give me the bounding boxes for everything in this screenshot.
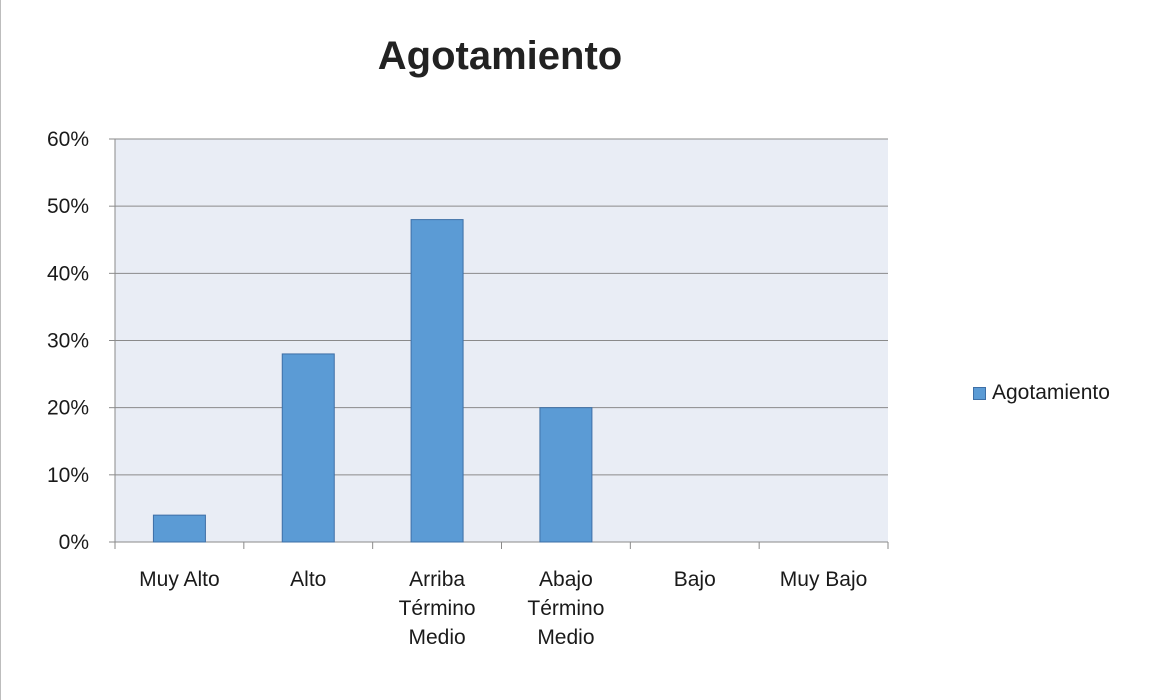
y-tick-label: 30% <box>47 330 89 353</box>
bar <box>539 407 593 543</box>
bar <box>152 514 206 543</box>
y-tick-label: 0% <box>59 531 89 554</box>
legend: Agotamiento <box>973 381 1110 405</box>
bars <box>152 219 593 543</box>
axes <box>114 139 889 549</box>
tick-labels: 0% 10% 20% 30% 40% 50% 60% Muy Alto Alto Arriba Té… <box>47 128 867 649</box>
bar <box>410 219 464 543</box>
y-tick-label: 50% <box>47 195 89 218</box>
x-tick-label: Muy Alto <box>139 568 220 591</box>
x-tick-label: Alto <box>290 568 326 591</box>
chart-title: Agotamiento <box>377 34 623 78</box>
y-tick-label: 10% <box>47 464 89 487</box>
gridlines <box>109 138 888 543</box>
y-tick-label: 20% <box>47 397 89 420</box>
legend-label: Agotamiento <box>992 381 1110 404</box>
left-border-line <box>0 0 1 700</box>
bar <box>281 353 335 543</box>
x-tick-label: Bajo <box>674 568 716 591</box>
y-tick-label: 40% <box>47 262 89 285</box>
x-tick-label: Arriba Término Medio <box>399 568 476 649</box>
x-tick-label: Abajo Término Medio <box>527 568 604 649</box>
y-tick-label: 60% <box>47 128 89 151</box>
legend-swatch <box>973 386 986 400</box>
x-tick-label: Muy Bajo <box>780 568 868 591</box>
